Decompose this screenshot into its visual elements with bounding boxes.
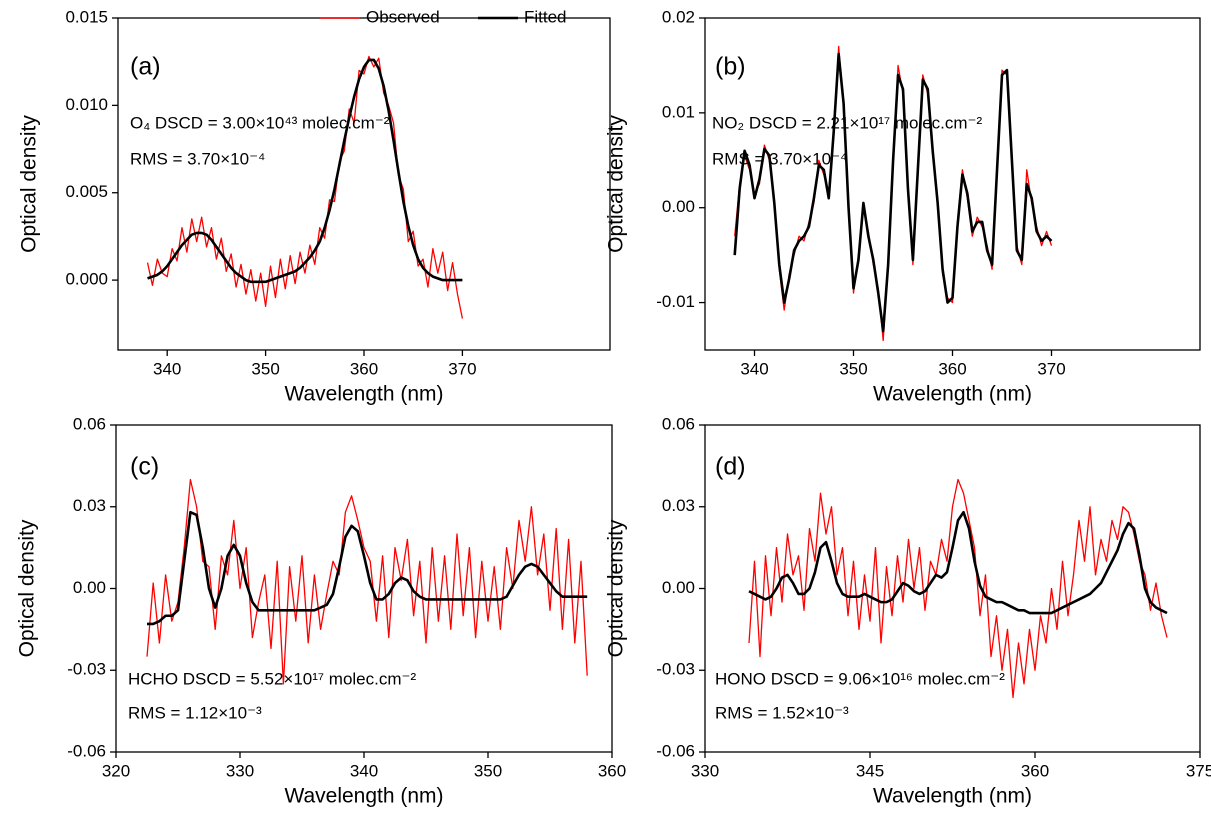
y-tick-label: 0.03 (73, 496, 106, 515)
annotation: NO₂ DSCD = 2.21×10¹⁷ molec.cm⁻² (712, 113, 983, 132)
panel-label: (c) (130, 453, 159, 481)
annotation: O₄ DSCD = 3.00×10⁴³ molec.cm⁻² (130, 113, 390, 132)
annotation: RMS = 3.70×10⁻⁴ (712, 149, 847, 168)
y-tick-label: 0.03 (662, 496, 695, 515)
y-tick-label: -0.01 (656, 292, 695, 311)
series-line (748, 478, 1168, 699)
x-tick-label: 350 (474, 761, 502, 780)
legend-label: Fitted (524, 7, 567, 26)
y-axis-title: Optical density (16, 519, 39, 657)
panel-label: (a) (130, 53, 161, 81)
x-tick-label: 360 (598, 761, 626, 780)
y-tick-label: 0.000 (65, 270, 108, 289)
y-tick-label: 0.06 (73, 414, 106, 433)
x-tick-label: 370 (1037, 359, 1065, 378)
annotation: HCHO DSCD = 5.52×10¹⁷ molec.cm⁻² (128, 669, 416, 688)
y-axis-title: Optical density (605, 519, 628, 657)
y-tick-label: 0.06 (662, 414, 695, 433)
series-line (147, 510, 588, 626)
y-tick-label: 0.00 (662, 197, 695, 216)
y-axis-title: Optical density (18, 115, 41, 253)
x-tick-label: 360 (938, 359, 966, 378)
x-tick-label: 320 (102, 761, 130, 780)
annotation: RMS = 1.12×10⁻³ (128, 703, 262, 722)
y-tick-label: -0.03 (67, 660, 106, 679)
annotation: RMS = 1.52×10⁻³ (715, 703, 849, 722)
x-tick-label: 340 (350, 761, 378, 780)
y-tick-label: 0.010 (65, 95, 108, 114)
x-tick-label: 370 (448, 359, 476, 378)
y-tick-label: -0.06 (67, 741, 106, 760)
y-axis-title: Optical density (605, 115, 628, 253)
x-tick-label: 330 (226, 761, 254, 780)
legend-label: Observed (366, 7, 440, 26)
annotation: RMS = 3.70×10⁻⁴ (130, 149, 265, 168)
y-tick-label: 0.015 (65, 7, 108, 26)
x-tick-label: 350 (251, 359, 279, 378)
series-line (147, 58, 463, 284)
x-axis-title: Wavelength (nm) (284, 383, 443, 406)
x-tick-label: 360 (1021, 761, 1049, 780)
series-line (146, 55, 464, 319)
series-line (146, 478, 588, 685)
y-tick-label: 0.01 (662, 102, 695, 121)
x-tick-label: 345 (856, 761, 884, 780)
series-line (733, 52, 1053, 333)
panel-label: (b) (715, 53, 746, 81)
x-axis-title: Wavelength (nm) (873, 785, 1032, 808)
y-tick-label: 0.00 (73, 578, 106, 597)
y-tick-label: 0.02 (662, 7, 695, 26)
x-axis-title: Wavelength (nm) (284, 785, 443, 808)
x-tick-label: 350 (839, 359, 867, 378)
x-tick-label: 340 (740, 359, 768, 378)
y-tick-label: -0.03 (656, 660, 695, 679)
x-tick-label: 330 (691, 761, 719, 780)
x-tick-label: 375 (1186, 761, 1211, 780)
y-tick-label: 0.005 (65, 182, 108, 201)
x-tick-label: 340 (153, 359, 181, 378)
annotation: HONO DSCD = 9.06×10¹⁶ molec.cm⁻² (715, 669, 1005, 688)
series-line (748, 510, 1168, 615)
panel-label: (d) (715, 453, 746, 481)
x-tick-label: 360 (350, 359, 378, 378)
x-axis-title: Wavelength (nm) (873, 383, 1032, 406)
y-tick-label: 0.00 (662, 578, 695, 597)
y-tick-label: -0.06 (656, 741, 695, 760)
